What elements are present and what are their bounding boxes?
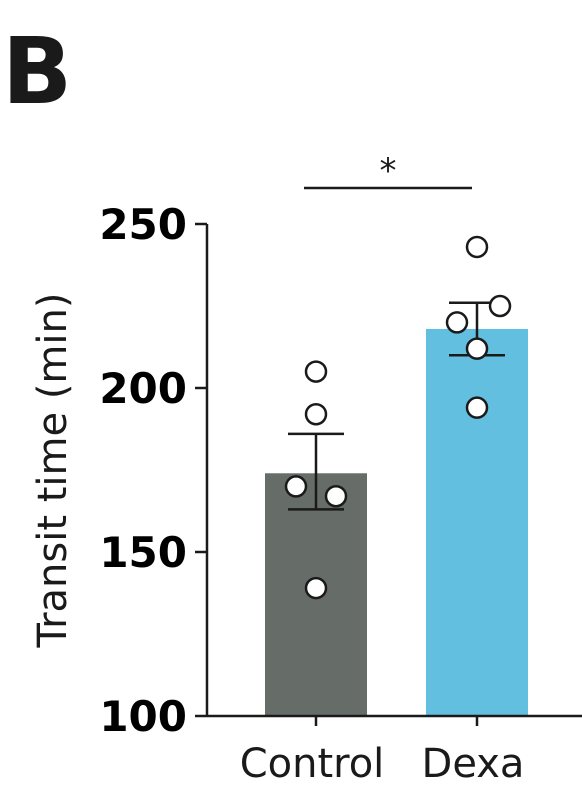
data-point <box>284 475 308 498</box>
data-point <box>324 484 348 508</box>
data-point <box>304 576 328 600</box>
data-point <box>304 360 328 383</box>
bars <box>265 328 528 716</box>
x-axis: Control Dexa <box>207 714 582 787</box>
data-point <box>488 294 512 318</box>
bar-dexa <box>426 328 528 716</box>
y-axis: 100 150 200 250 <box>99 200 209 741</box>
significance-label: * <box>380 151 397 191</box>
data-point <box>465 235 489 259</box>
data-point <box>304 402 328 426</box>
y-tick-label: 250 <box>99 200 187 249</box>
data-point <box>465 396 489 419</box>
data-point <box>445 311 469 334</box>
y-tick-label: 100 <box>99 692 187 741</box>
data-point <box>465 337 489 360</box>
y-tick-label: 150 <box>99 528 187 577</box>
x-tick-label: Dexa <box>422 741 525 787</box>
panel-label: B <box>2 18 72 125</box>
y-tick-label: 200 <box>99 364 187 413</box>
data-points <box>284 235 512 600</box>
significance-bracket: * <box>304 151 472 191</box>
x-tick-label: Control <box>240 741 385 787</box>
y-axis-title: Transit time (min) <box>30 293 76 649</box>
